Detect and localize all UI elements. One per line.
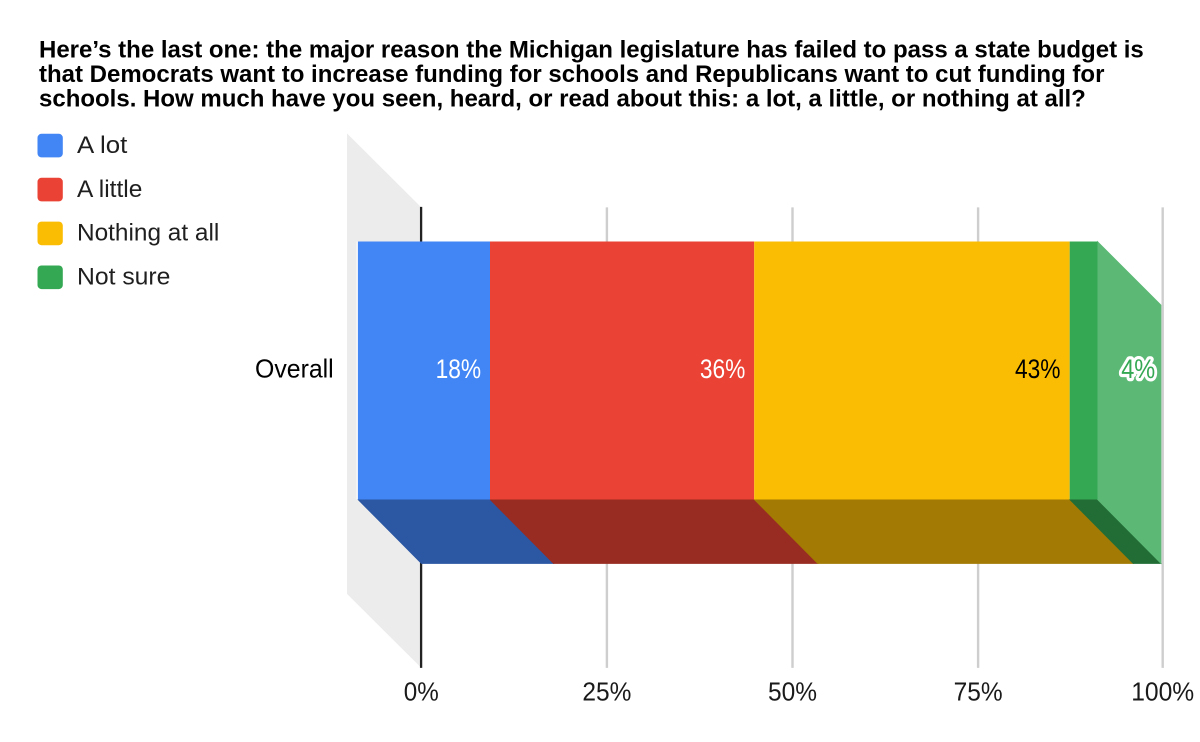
svg-text:18%: 18% xyxy=(436,354,482,384)
svg-text:schools. How much have you see: schools. How much have you seen, heard, … xyxy=(39,85,1086,112)
svg-text:Overall: Overall xyxy=(255,354,334,384)
svg-text:36%: 36% xyxy=(700,354,746,384)
svg-text:0%: 0% xyxy=(404,677,439,707)
svg-text:4%: 4% xyxy=(1121,354,1155,384)
svg-text:Not sure: Not sure xyxy=(77,264,170,291)
svg-text:75%: 75% xyxy=(954,677,1003,707)
svg-text:43%: 43% xyxy=(1015,354,1061,384)
svg-text:100%: 100% xyxy=(1131,677,1194,707)
svg-text:50%: 50% xyxy=(768,677,817,707)
svg-text:A lot: A lot xyxy=(77,132,128,159)
svg-text:25%: 25% xyxy=(582,677,631,707)
svg-text:that Democrats want to increas: that Democrats want to increase funding … xyxy=(39,61,1104,88)
svg-text:A little: A little xyxy=(77,176,142,203)
svg-text:Here’s the last one: the major: Here’s the last one: the major reason th… xyxy=(39,37,1144,64)
svg-text:Nothing at all: Nothing at all xyxy=(77,220,219,247)
